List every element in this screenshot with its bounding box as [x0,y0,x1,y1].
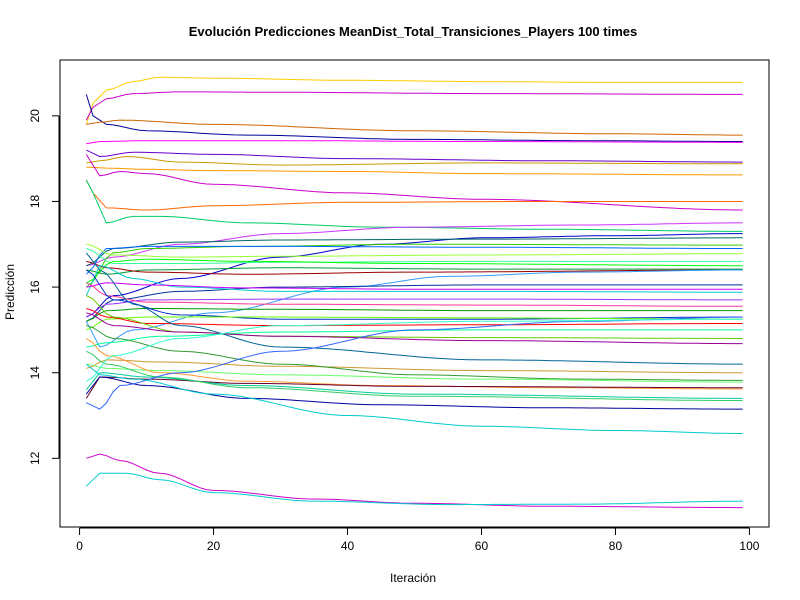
plot-frame [59,59,770,528]
x-tick-label: 40 [341,539,355,553]
y-tick-label: 12 [28,451,42,465]
series-line-1 [85,76,743,125]
series-line-17 [86,243,743,258]
series-line-45 [86,318,743,382]
series-line-24 [85,265,743,296]
series-line-19 [86,258,743,284]
y-tick-label: 20 [28,109,42,123]
series-line-25 [86,282,743,290]
series-line-43 [85,376,743,410]
series-line-26 [86,298,743,318]
series-line-21 [86,260,743,275]
x-tick-label: 80 [609,539,623,553]
series-line-30 [86,316,743,331]
series-line-46 [85,363,743,434]
series-line-15 [85,243,743,288]
x-tick-label: 0 [76,539,83,553]
series-line-14 [86,237,743,267]
axes-layer: 0 20 40 60 80 100 12 14 16 18 20 [28,109,760,553]
series-line-37 [86,325,743,381]
x-tick-label: 60 [475,539,489,553]
series-line-13 [86,233,743,318]
series-line-39 [86,338,743,390]
series-line-10 [85,179,743,211]
series-line-47 [86,453,743,509]
series-line-48 [85,472,743,506]
series-line-7 [86,155,743,166]
series-line-29 [86,269,743,320]
series-line-6 [86,149,743,163]
series-line-8 [86,166,743,176]
series-line-20 [86,267,743,275]
y-tick-label: 16 [28,280,42,294]
series-line-35 [85,252,743,365]
series-line-9 [85,154,743,211]
series-line-42 [86,350,743,401]
series-line-23 [86,284,743,322]
series-line-11 [85,179,743,232]
y-tick-label: 14 [28,366,42,380]
series-line-2 [85,91,743,121]
y-tick-label: 18 [28,194,42,208]
series-line-18 [86,248,743,264]
x-axis-label: Iteración [390,571,436,585]
series-line-36 [86,359,743,374]
y-axis-label: Predicción [3,264,17,320]
x-tick-label: 20 [207,539,221,553]
chart-title: Evolución Predicciones MeanDist_Total_Tr… [189,24,637,39]
series-layer [85,76,743,509]
series-line-12 [86,222,743,267]
series-line-28 [86,308,743,322]
series-line-16 [85,245,743,275]
series-line-31 [86,308,743,327]
x-tick-label: 100 [739,539,759,553]
series-line-4 [86,119,743,136]
series-line-3 [85,94,743,142]
series-line-34 [86,312,743,345]
series-line-27 [86,282,743,307]
series-line-5 [86,140,743,145]
